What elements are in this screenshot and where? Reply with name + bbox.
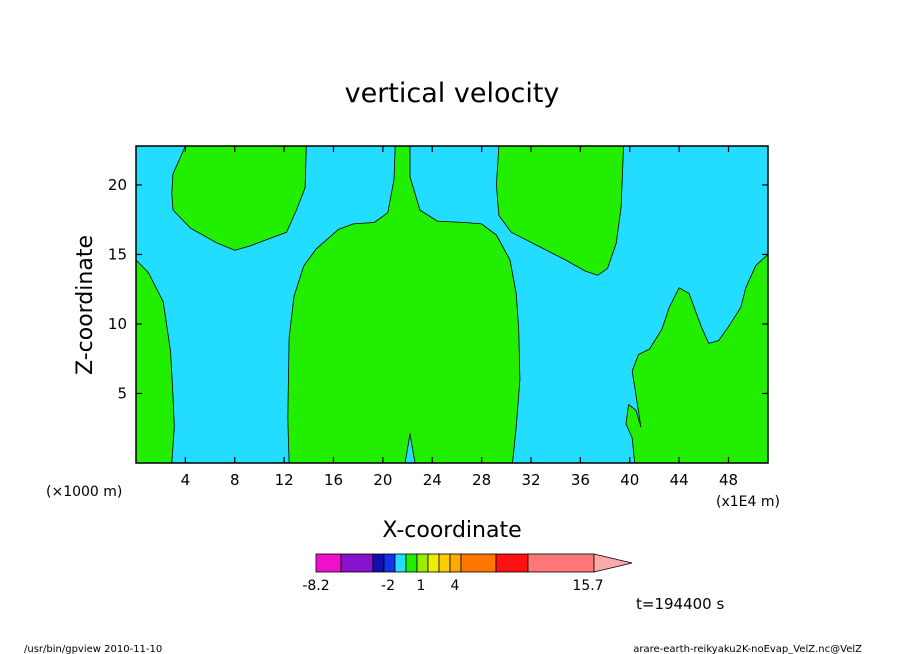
x-tick-label: 40 (620, 471, 639, 489)
footer-right: arare-earth-reikyaku2K-noEvap_VelZ.nc@Ve… (633, 644, 862, 654)
x-tick-label: 44 (670, 471, 689, 489)
region-lower-right-positive (625, 253, 769, 464)
colorbar-segment (460, 553, 497, 573)
y-tick-label: 5 (117, 384, 127, 402)
x-tick-label: 8 (230, 471, 240, 489)
colorbar-segment (405, 553, 418, 573)
colorbar-segment (394, 553, 407, 573)
x-axis-label: X-coordinate (382, 518, 521, 543)
colorbar-segment (495, 553, 529, 573)
contour-regions (135, 145, 769, 464)
region-central-positive (287, 145, 521, 464)
footer-left: /usr/bin/gpview 2010-11-10 (24, 644, 162, 654)
colorbar-label: 15.7 (572, 578, 603, 594)
time-annotation: t=194400 s (636, 595, 724, 613)
region-upper-right-positive (495, 145, 624, 276)
y-axis-label: Z-coordinate (73, 235, 98, 375)
x-tick-label: 32 (521, 471, 540, 489)
region-upper-left-positive (171, 145, 307, 251)
x-tick-label: 20 (373, 471, 392, 489)
x-scale-note: (×1000 m) (46, 484, 122, 500)
x-tick-label: 24 (423, 471, 442, 489)
x-tick-label: 16 (324, 471, 343, 489)
colorbar-segment (315, 553, 342, 573)
colorbar-segment (427, 553, 440, 573)
colorbar-segment (372, 553, 385, 573)
x-tick-label: 12 (275, 471, 294, 489)
chart-title: vertical velocity (345, 78, 560, 109)
colorbar-segment (438, 553, 451, 573)
colorbar-label: -2 (381, 578, 395, 594)
x-tick-label: 36 (571, 471, 590, 489)
colorbar-segment (416, 553, 429, 573)
plot-frame (135, 145, 769, 464)
colorbar-arrow (593, 553, 633, 573)
y-tick-label: 20 (108, 176, 127, 194)
colorbar-label: 4 (451, 578, 460, 594)
x-tick-label: 28 (472, 471, 491, 489)
x-tick-label: 4 (181, 471, 191, 489)
x-axis: 4 8 12 16 20 24 28 32 36 40 44 48 (181, 146, 738, 489)
y-tick-label: 15 (108, 245, 127, 263)
colorbar-segment (449, 553, 462, 573)
colorbar-label: 1 (417, 578, 426, 594)
colorbar: -8.2 -2 1 4 15.7 (302, 553, 633, 594)
y-tick-label: 10 (108, 315, 127, 333)
x-scale-note-right: (x1E4 m) (716, 494, 780, 510)
colorbar-segment (340, 553, 374, 573)
colorbar-segment (527, 553, 595, 573)
y-axis: 5 10 15 20 (108, 176, 768, 402)
colorbar-label: -8.2 (302, 578, 329, 594)
colorbar-segment (383, 553, 396, 573)
x-tick-label: 48 (719, 471, 738, 489)
